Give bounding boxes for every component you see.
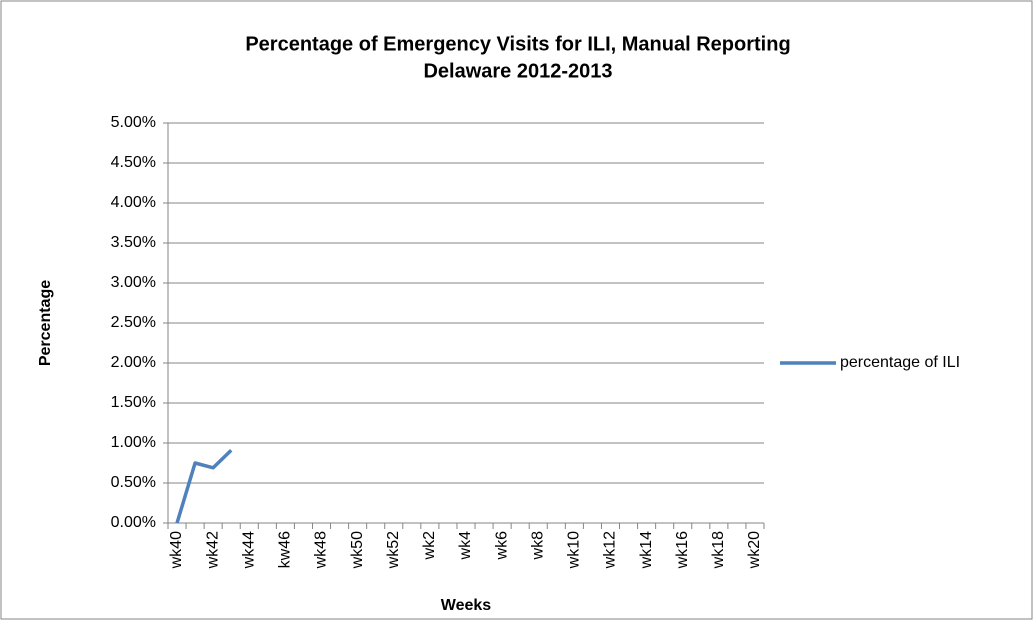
x-tick-label: wk2 [421, 531, 438, 561]
x-tick-label: wk4 [457, 531, 474, 561]
y-tick-label: 5.00% [111, 114, 156, 131]
y-tick-label: 3.50% [111, 234, 156, 251]
y-tick-label: 1.00% [111, 434, 156, 451]
x-tick-label: kw46 [277, 531, 294, 568]
x-tick-label: wk12 [602, 531, 619, 569]
x-tick-label: wk52 [385, 531, 402, 569]
y-tick-label: 4.50% [111, 154, 156, 171]
x-tick-label: wk20 [746, 531, 763, 569]
x-tick-label: wk48 [313, 531, 330, 569]
legend-label: percentage of ILI [840, 354, 960, 371]
x-tick-label: wk10 [566, 531, 583, 569]
y-axis-title: Percentage [37, 280, 54, 366]
chart-title: Percentage of Emergency Visits for ILI, … [245, 33, 790, 55]
x-tick-label: wk44 [240, 531, 257, 569]
y-tick-label: 2.50% [111, 314, 156, 331]
y-tick-label: 0.00% [111, 514, 156, 531]
chart-title: Delaware 2012-2013 [423, 60, 612, 82]
x-tick-label: wk16 [674, 531, 691, 569]
x-tick-label: wk8 [529, 531, 546, 561]
y-tick-label: 4.00% [111, 194, 156, 211]
x-tick-label: wk18 [710, 531, 727, 569]
y-tick-label: 2.00% [111, 354, 156, 371]
y-tick-label: 3.00% [111, 274, 156, 291]
x-tick-label: wk42 [204, 531, 221, 569]
x-tick-label: wk14 [638, 531, 655, 569]
x-tick-label: wk40 [168, 531, 185, 569]
x-tick-label: wk6 [493, 531, 510, 561]
series-line [175, 448, 233, 524]
y-tick-label: 0.50% [111, 474, 156, 491]
x-tick-label: wk50 [349, 531, 366, 569]
x-axis-title: Weeks [441, 597, 492, 614]
y-tick-label: 1.50% [111, 394, 156, 411]
